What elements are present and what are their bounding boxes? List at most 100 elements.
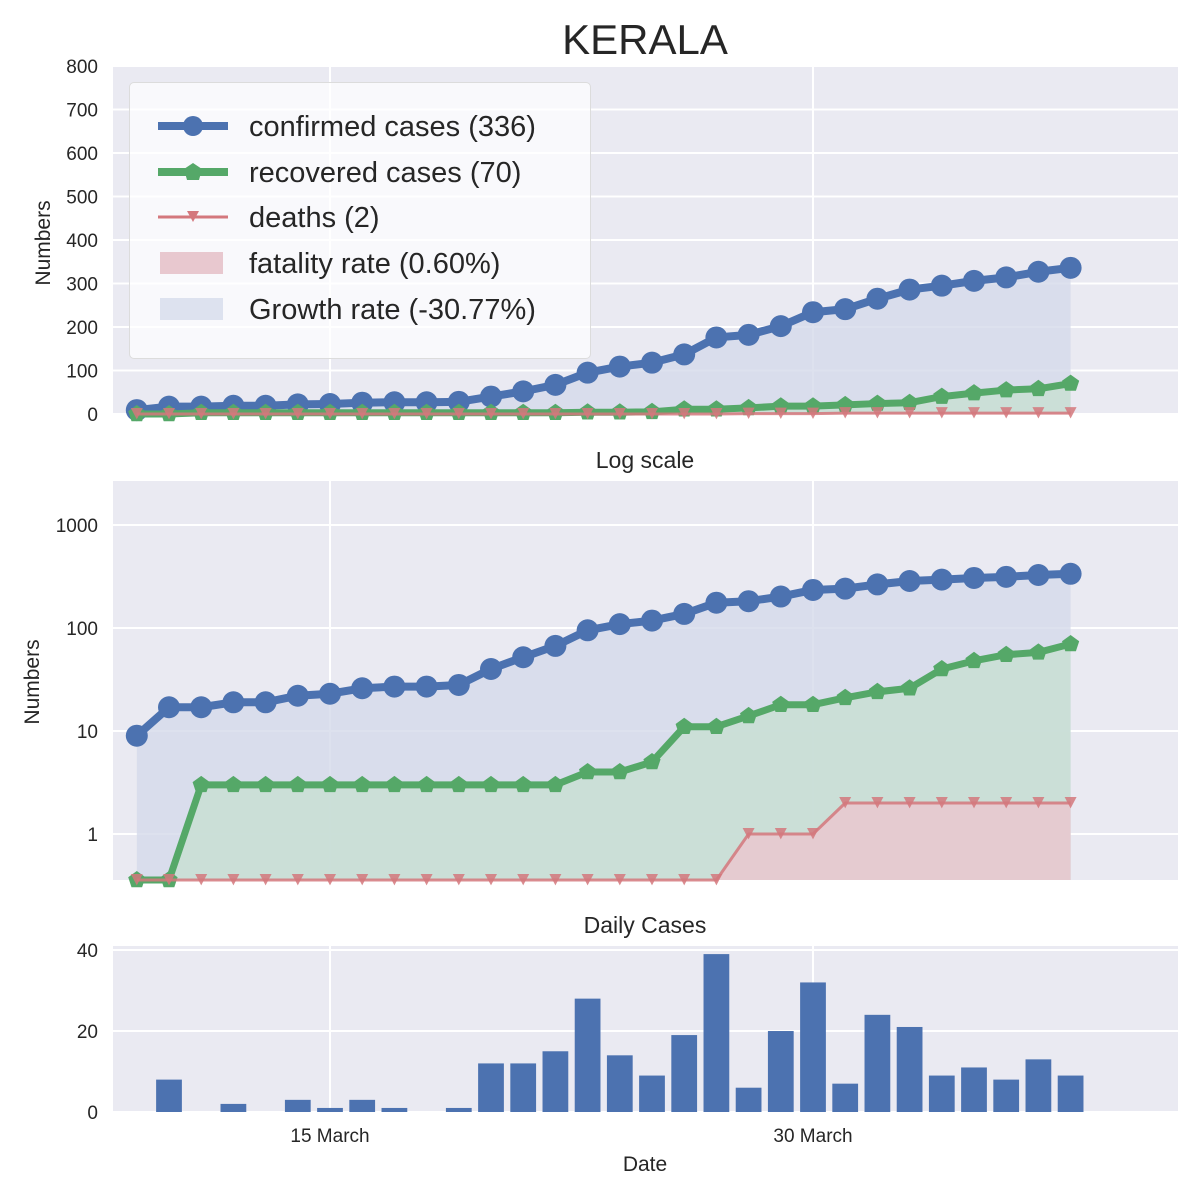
panel-log-title: Log scale: [596, 447, 694, 473]
ytick-label-linear-3: 300: [66, 275, 98, 296]
point-linear-deaths-14: [581, 408, 594, 420]
point-linear-deaths-7: [356, 408, 369, 420]
point-log-deaths-15: [613, 874, 626, 886]
daily-bar-3: [317, 1107, 343, 1112]
point-log-confirmed-7: [351, 677, 374, 700]
point-linear-recovered-29: [1062, 374, 1080, 391]
daily-bar-9: [542, 1051, 569, 1112]
daily-bar-2: [284, 1099, 311, 1112]
point-log-deaths-21: [807, 828, 819, 840]
point-log-recovered-8: [385, 775, 403, 793]
point-log-deaths-29: [1064, 796, 1077, 809]
point-log-deaths-12: [517, 874, 530, 886]
legend-item-fatality-rate: fatality rate (0.60%): [130, 243, 590, 283]
ytick-label-linear-1: 100: [66, 362, 98, 383]
point-log-recovered-24: [901, 679, 919, 696]
point-log-confirmed-19: [737, 590, 760, 613]
point-linear-recovered-28: [1029, 379, 1047, 397]
point-linear-deaths-6: [324, 408, 336, 420]
ytick-label-daily-2: 40: [77, 941, 98, 962]
point-linear-deaths-2: [195, 408, 208, 420]
point-log-recovered-10: [450, 775, 468, 793]
point-log-deaths-7: [356, 874, 369, 886]
point-linear-confirmed-11: [480, 385, 502, 408]
panel-log: Log scale 1 10 100 1000 Numbers: [21, 447, 1178, 888]
daily-bar-11: [606, 1055, 633, 1112]
point-linear-confirmed-13: [544, 373, 567, 396]
point-linear-deaths-22: [839, 407, 852, 419]
point-log-deaths-26: [968, 796, 980, 809]
point-linear-deaths-9: [420, 408, 433, 420]
point-linear-deaths-17: [678, 408, 691, 420]
point-linear-confirmed-28: [1027, 260, 1050, 283]
daily-bar-25: [1057, 1075, 1084, 1112]
ytick-label-log-0: 1: [87, 825, 98, 846]
point-linear-confirmed-15: [608, 355, 631, 378]
point-log-deaths-19: [742, 828, 755, 840]
point-log-confirmed-5: [286, 684, 309, 707]
legend-recovered-marker: [158, 163, 228, 180]
legend-label-growth-rate: Growth rate (-30.77%): [249, 294, 536, 326]
panel-log-yticks: 1 10 100 1000: [56, 516, 98, 846]
point-linear-confirmed-22: [834, 298, 857, 321]
point-log-recovered-13: [546, 775, 564, 793]
ytick-label-linear-2: 200: [66, 318, 98, 339]
point-log-recovered-17: [675, 717, 693, 734]
point-log-deaths-4: [259, 874, 272, 886]
point-linear-confirmed-14: [576, 361, 599, 384]
xtick-label-1: 30 March: [773, 1126, 852, 1147]
point-linear-confirmed-26: [963, 269, 985, 292]
daily-bar-13: [671, 1035, 698, 1112]
panel-daily-xticks: 15 March 30 March: [290, 1126, 852, 1147]
point-log-confirmed-28: [1027, 564, 1050, 587]
daily-bar-1: [220, 1103, 247, 1112]
area-log-2: [136, 802, 1071, 880]
point-log-confirmed-14: [576, 619, 599, 642]
legend-label-fatality-rate: fatality rate (0.60%): [249, 248, 501, 280]
point-linear-deaths-11: [485, 408, 497, 420]
ytick-label-log-3: 1000: [56, 516, 98, 537]
ytick-label-daily-1: 20: [77, 1022, 98, 1043]
point-linear-confirmed-25: [930, 274, 953, 297]
point-linear-deaths-5: [291, 408, 304, 420]
point-linear-deaths-29: [1064, 407, 1077, 419]
daily-bar-5: [381, 1107, 408, 1112]
point-log-confirmed-27: [995, 565, 1018, 588]
daily-bar-7: [478, 1063, 504, 1112]
point-linear-confirmed-12: [512, 380, 535, 403]
point-log-confirmed-20: [769, 585, 792, 608]
daily-bar-23: [993, 1079, 1020, 1112]
point-log-deaths-2: [195, 874, 208, 886]
point-linear-deaths-15: [613, 408, 626, 420]
legend-label-recovered: recovered cases (70): [249, 157, 522, 189]
ytick-label-log-2: 100: [66, 619, 98, 640]
point-log-confirmed-1: [158, 696, 180, 719]
point-linear-confirmed-29: [1059, 256, 1082, 279]
point-linear-recovered-24: [901, 393, 919, 410]
point-log-recovered-11: [482, 775, 500, 793]
legend-label-confirmed: confirmed cases (336): [249, 111, 536, 143]
figure-title: KERALA: [562, 16, 728, 63]
panel-linear-ylabel: Numbers: [32, 200, 55, 285]
point-log-confirmed-4: [254, 691, 277, 714]
ytick-label-log-1: 10: [77, 722, 98, 743]
legend-confirmed-marker: [158, 116, 228, 136]
panel-daily: Daily Cases 0 20 40 15 March 30 March Date: [77, 912, 1178, 1176]
point-log-confirmed-16: [641, 609, 663, 632]
point-log-recovered-3: [224, 775, 242, 793]
point-log-deaths-28: [1032, 796, 1045, 809]
panel-daily-yticks: 0 20 40: [77, 941, 98, 1124]
point-linear-deaths-0: [130, 408, 143, 420]
daily-bar-15: [735, 1087, 762, 1112]
point-log-deaths-24: [903, 796, 916, 809]
point-log-deaths-18: [710, 874, 723, 886]
point-log-recovered-27: [997, 645, 1015, 662]
point-linear-deaths-19: [742, 407, 755, 419]
point-log-recovered-5: [289, 775, 307, 793]
legend-growth-patch: [160, 298, 223, 320]
point-linear-recovered-26: [965, 384, 983, 401]
ytick-label-linear-8: 800: [66, 57, 98, 78]
point-log-recovered-16: [643, 753, 661, 770]
point-log-confirmed-17: [673, 602, 696, 625]
